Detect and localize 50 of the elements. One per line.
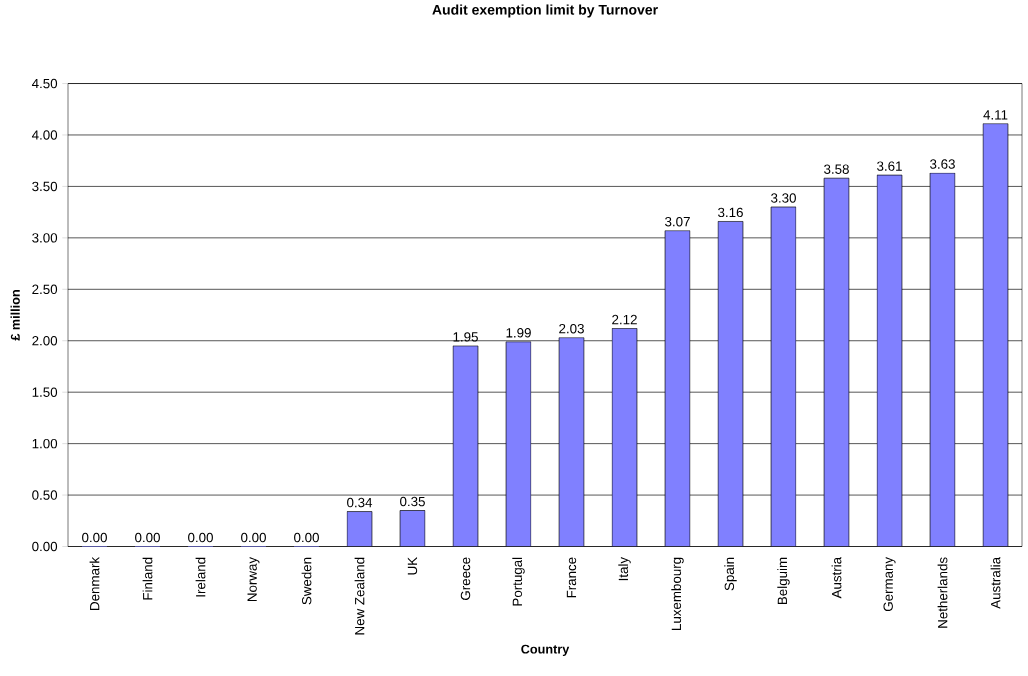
data-label: 2.03 — [559, 324, 584, 334]
x-tick-label: Luxembourg — [671, 558, 684, 631]
y-tick-label: 0.00 — [32, 542, 58, 552]
x-tick-label: Austria — [831, 557, 842, 599]
y-tick-label: 0.50 — [32, 490, 58, 501]
y-tick-label: 2.50 — [32, 284, 58, 295]
x-tick-label: Portugal — [512, 558, 525, 606]
y-tick-label: 1.00 — [32, 439, 58, 449]
x-tick-label: New Zealand — [354, 558, 365, 635]
y-tick-label: 2.00 — [32, 336, 58, 346]
y-tick-label: 4.00 — [31, 130, 58, 140]
x-tick-label: UK — [407, 557, 418, 575]
data-label: 3.61 — [877, 161, 902, 172]
data-label: 3.16 — [718, 207, 743, 218]
x-tick-label: Ireland — [195, 558, 206, 597]
y-tick-label: 4.50 — [31, 79, 58, 89]
x-tick-label: Norway — [247, 557, 260, 602]
x-tick-label: Italy — [618, 557, 631, 581]
chart-title: Audit exemption limit by Turnover — [432, 4, 658, 18]
x-tick-label: Belguim — [777, 558, 790, 605]
data-label: 0.00 — [294, 533, 319, 543]
data-label: 0.00 — [188, 533, 213, 543]
x-tick-label: France — [566, 557, 577, 598]
y-tick-label: 3.00 — [32, 233, 58, 243]
x-tick-label: Germany — [883, 557, 896, 612]
data-label: 3.30 — [771, 193, 796, 203]
data-label: 1.99 — [506, 328, 531, 338]
y-tick-label: 1.50 — [32, 387, 58, 398]
x-tick-label: Greece — [460, 557, 471, 601]
x-axis-title: Country — [521, 644, 570, 657]
data-label: 3.63 — [930, 159, 955, 169]
data-label: 0.00 — [82, 533, 107, 543]
data-label: 0.00 — [241, 533, 266, 543]
data-label: 0.00 — [135, 533, 160, 543]
x-tick-label: Sweden — [301, 558, 312, 605]
data-label: 0.35 — [400, 497, 425, 507]
x-tick-label: Denmark — [89, 557, 100, 611]
x-tick-label: Netherlands — [937, 557, 948, 628]
data-label: 4.11 — [983, 110, 1008, 120]
data-label: 2.12 — [612, 315, 637, 325]
x-tick-label: Finland — [142, 558, 153, 600]
data-label: 3.07 — [665, 217, 690, 227]
y-tick-label: 3.50 — [32, 181, 58, 192]
y-axis-title: £ million — [10, 290, 20, 341]
bar — [399, 510, 426, 547]
x-tick-label: Spain — [724, 558, 737, 591]
x-tick-label: Australia — [990, 557, 1001, 610]
data-label: 1.95 — [453, 332, 478, 342]
data-label: 0.34 — [347, 498, 373, 508]
data-label: 3.58 — [824, 164, 849, 175]
